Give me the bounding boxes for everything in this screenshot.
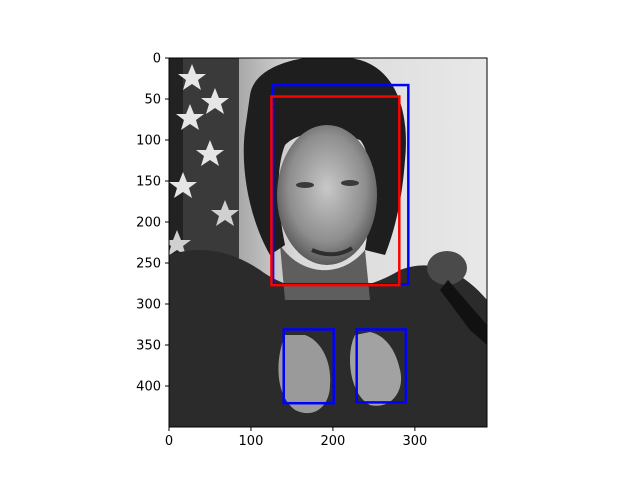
y-tick-label-0: 0 [153,52,161,67]
bounding-boxes-layer [270,83,410,405]
microphone-graphic [427,251,487,345]
y-tick-label-1: 50 [144,93,161,108]
x-tick-label-1: 100 [239,434,264,449]
flag-graphic [169,58,239,258]
y-tick-label-5: 250 [136,257,161,272]
axes-frame [168,57,488,428]
x-tick-label-2: 200 [321,434,346,449]
y-tick-label-2: 100 [136,134,161,149]
x-tick-label-0: 0 [165,434,173,449]
x-axis: 0 100 200 300 [165,427,427,449]
grayscale-portrait-image [169,58,487,427]
y-tick-label-3: 150 [136,175,161,190]
y-tick-label-6: 300 [136,298,161,313]
bounding-box-4 [355,328,408,404]
y-tick-label-7: 350 [136,339,161,354]
bounding-box-3 [282,328,335,405]
y-tick-label-4: 200 [136,216,161,231]
y-axis: 0 50 100 150 200 250 300 350 400 [136,52,169,395]
y-tick-label-8: 400 [136,380,161,395]
bounding-box-2 [270,95,401,287]
x-tick-label-3: 300 [402,434,427,449]
